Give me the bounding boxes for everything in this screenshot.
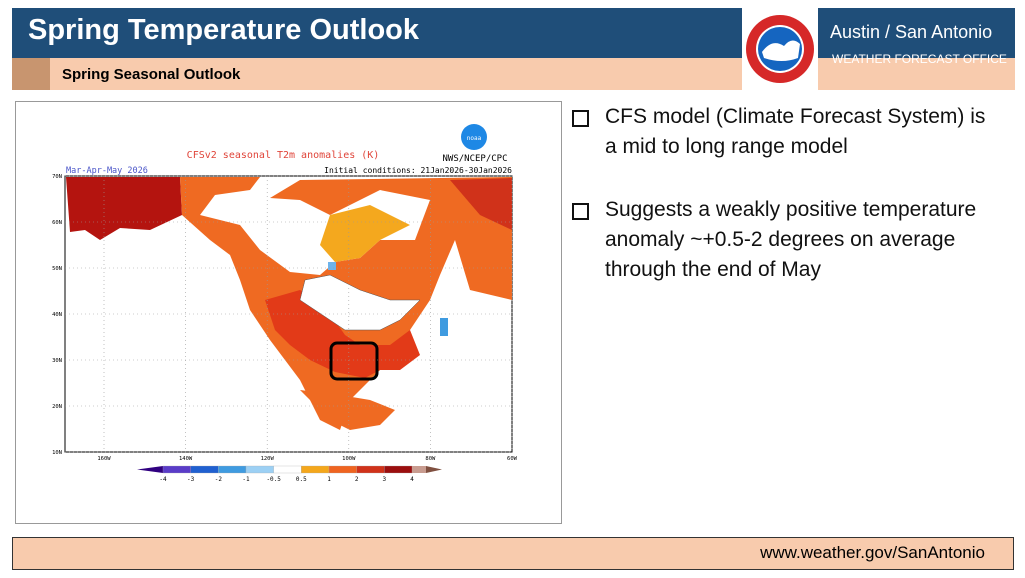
lon-label: 80W — [425, 456, 436, 462]
colorbar-segment — [412, 466, 426, 473]
noaa-text: noaa — [467, 135, 482, 142]
colorbar-label: -2 — [215, 476, 223, 483]
colorbar-segment — [162, 465, 191, 474]
lon-label: 140W — [179, 456, 193, 462]
footer-bar — [12, 537, 1014, 570]
map-source: NWS/NCEP/CPC — [442, 154, 507, 164]
colorbar-segment — [218, 465, 247, 474]
bullet: Suggests a weakly positive temperature a… — [570, 195, 990, 285]
lat-label: 50N — [52, 266, 62, 272]
office-subtitle: WEATHER FORECAST OFFICE — [832, 52, 1007, 66]
colorbar-arrow — [426, 466, 442, 473]
colorbar-label: 1 — [327, 476, 331, 483]
subtitle: Spring Seasonal Outlook — [62, 66, 241, 83]
map: noaa CFSv2 seasonal T2m anomalies (K) NW… — [52, 124, 518, 483]
office-name: Austin / San Antonio — [830, 22, 993, 42]
lon-label: 160W — [97, 456, 111, 462]
colorbar-segment — [328, 465, 357, 474]
nws-logo — [746, 15, 814, 83]
noaa-logo — [461, 124, 487, 150]
map-initial: Initial conditions: 21Jan2026-30Jan2026 — [324, 166, 512, 175]
colorbar-segment — [245, 465, 274, 474]
colorbar-label: -1 — [242, 476, 250, 483]
lat-label: 60N — [52, 220, 62, 226]
lon-label: 120W — [261, 456, 275, 462]
subtitle-bar — [12, 58, 1015, 90]
colorbar-segment — [384, 465, 413, 474]
title: Spring Temperature Outlook — [28, 14, 420, 46]
lat-label: 10N — [52, 450, 62, 456]
colorbar-label: 3 — [383, 476, 387, 483]
colorbar-label: -0.5 — [266, 476, 281, 483]
colorbar-label: 2 — [355, 476, 359, 483]
map-season: Mar-Apr-May 2026 — [66, 166, 148, 176]
anomaly-fields — [66, 177, 512, 430]
highlight-box — [329, 341, 379, 381]
subtitle-accent — [12, 58, 50, 90]
colorbar-segment — [273, 465, 302, 474]
lon-label: 60W — [507, 456, 518, 462]
lat-label: 20N — [52, 404, 62, 410]
lat-label: 40N — [52, 312, 62, 318]
colorbar-arrow — [137, 466, 163, 473]
lat-label: 70N — [52, 174, 62, 180]
colorbar-segment — [356, 465, 385, 474]
bullet: CFS model (Climate Forecast System) is a… — [570, 102, 990, 162]
colorbar-label: -4 — [159, 476, 167, 483]
colorbar-label: 4 — [410, 476, 414, 483]
lon-label: 100W — [342, 456, 356, 462]
colorbar-label: 0.5 — [296, 476, 307, 483]
lat-label: 30N — [52, 358, 62, 364]
colorbar-label: -3 — [187, 476, 195, 483]
colorbar-segment — [190, 465, 219, 474]
map-title: CFSv2 seasonal T2m anomalies (K) — [187, 150, 380, 161]
logo-box — [742, 8, 818, 90]
header-bar — [12, 8, 1015, 58]
footer-url: www.weather.gov/SanAntonio — [760, 543, 985, 562]
colorbar-segment — [301, 465, 330, 474]
